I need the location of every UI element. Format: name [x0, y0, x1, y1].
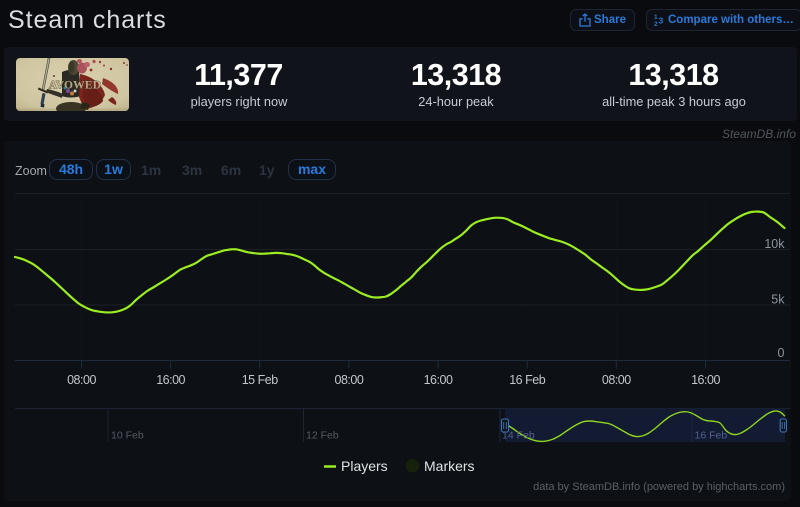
svg-text:0: 0 — [778, 346, 785, 360]
svg-text:Markers: Markers — [424, 458, 475, 474]
svg-text:AVOWED: AVOWED — [49, 80, 102, 92]
svg-text:data by SteamDB.info (powered: data by SteamDB.info (powered by highcha… — [533, 481, 785, 493]
svg-text:3: 3 — [659, 15, 664, 25]
svg-text:08:00: 08:00 — [67, 373, 96, 387]
svg-text:2: 2 — [654, 21, 658, 27]
svg-text:16:00: 16:00 — [691, 373, 720, 387]
svg-text:16 Feb: 16 Feb — [695, 430, 728, 442]
svg-text:Players: Players — [341, 458, 388, 474]
svg-text:08:00: 08:00 — [335, 373, 364, 387]
svg-text:16:00: 16:00 — [156, 373, 185, 387]
svg-text:16:00: 16:00 — [424, 373, 453, 387]
svg-text:5k: 5k — [771, 293, 785, 307]
svg-text:15 Feb: 15 Feb — [242, 373, 278, 387]
svg-text:16 Feb: 16 Feb — [509, 373, 545, 387]
svg-text:1: 1 — [654, 14, 658, 21]
svg-text:14 Feb: 14 Feb — [502, 430, 535, 442]
svg-text:10k: 10k — [764, 237, 785, 251]
svg-text:08:00: 08:00 — [602, 373, 631, 387]
svg-text:12 Feb: 12 Feb — [306, 430, 339, 442]
svg-text:10 Feb: 10 Feb — [111, 430, 144, 442]
